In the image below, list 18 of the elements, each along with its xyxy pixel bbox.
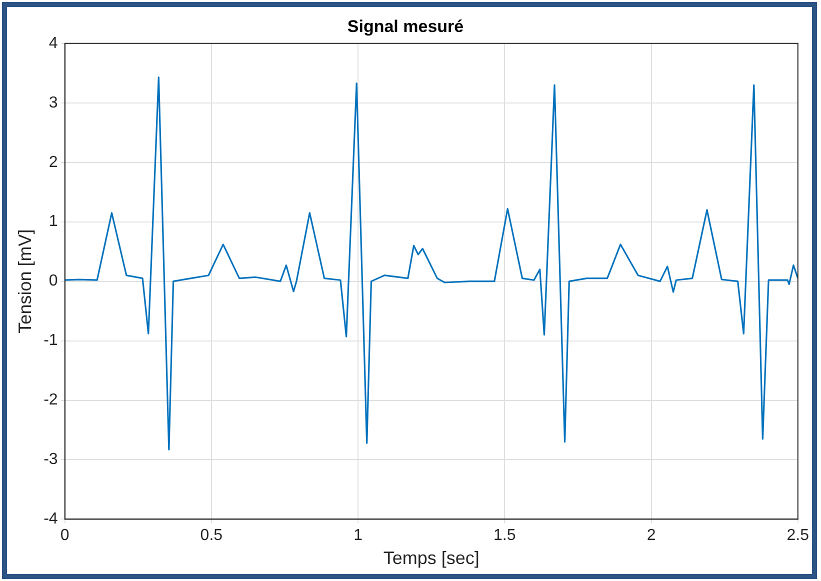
y-tick-label: 3 xyxy=(48,94,58,112)
x-tick-label: 0 xyxy=(60,527,70,544)
y-tick-label: 2 xyxy=(48,154,58,171)
y-tick-label: 0 xyxy=(48,272,58,290)
x-tick-label: 2 xyxy=(646,527,656,544)
y-axis-title: Tension [mV] xyxy=(14,229,35,334)
x-tick-label: 1.5 xyxy=(494,527,516,544)
y-tick-label: -4 xyxy=(44,510,58,528)
x-tick-label: 0.5 xyxy=(200,527,223,544)
y-tick-label: -2 xyxy=(44,392,58,409)
y-tick-label: -3 xyxy=(44,451,58,468)
chart-title: Signal mesuré xyxy=(347,16,464,36)
y-tick-label: -1 xyxy=(44,332,58,350)
x-axis-title: Temps [sec] xyxy=(383,548,480,568)
y-tick-label: 1 xyxy=(48,213,58,230)
x-tick-label: 1 xyxy=(354,527,363,544)
y-tick-label: 4 xyxy=(48,34,58,52)
x-tick-label: 2.5 xyxy=(786,527,810,544)
